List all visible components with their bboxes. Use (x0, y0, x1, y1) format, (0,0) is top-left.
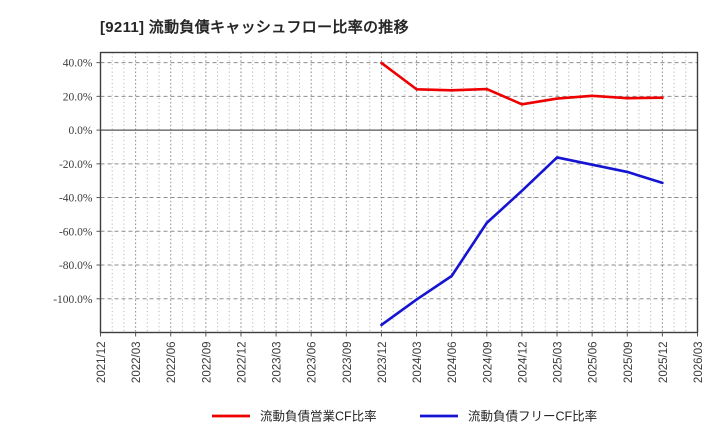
series-line-2 (380, 156, 664, 327)
y-axis-tick-label: 0.0% (69, 125, 93, 137)
data-series-lines (380, 61, 664, 327)
x-axis-tick-label: 2023/12 (377, 342, 389, 384)
y-axis-tick-marks (96, 62, 101, 300)
plot-frame (99, 51, 699, 334)
x-axis-tick-label: 2024/09 (482, 342, 494, 384)
y-axis-tick-label: -100.0% (53, 294, 93, 306)
x-axis-tick-label: 2023/03 (272, 342, 284, 384)
series-line-1 (380, 61, 664, 106)
y-axis-tick-labels: 40.0% 20.0% 0.0% -20.0% -40.0% -60.0% -80.0% -1… (53, 58, 93, 306)
y-axis-tick-label: 20.0% (63, 91, 93, 103)
x-axis-tick-label: 2025/03 (553, 342, 565, 384)
x-axis-tick-label: 2024/12 (517, 342, 529, 384)
x-axis-tick-labels: 2021/12 2022/03 2022/06 2022/09 2022/12 2023/… (96, 342, 705, 384)
x-axis-tick-label: 2026/03 (693, 342, 705, 384)
x-axis-tick-marks (100, 332, 698, 337)
x-axis-tick-label: 2022/06 (166, 342, 178, 384)
minor-gridlines (111, 52, 687, 333)
legend-label-1[interactable]: 流動負債営業CF比率 (260, 408, 377, 423)
x-axis-tick-label: 2025/06 (588, 342, 600, 384)
chart-title: [9211] 流動負債キャッシュフロー比率の推移 (100, 19, 409, 36)
legend-label-2[interactable]: 流動負債フリーCF比率 (468, 408, 597, 423)
x-axis-tick-label: 2021/12 (96, 342, 108, 384)
y-axis-tick-label: -80.0% (59, 260, 93, 272)
y-axis-tick-label: -20.0% (59, 159, 93, 171)
x-axis-tick-label: 2024/03 (412, 342, 424, 384)
y-axis-tick-label: -60.0% (59, 226, 93, 238)
x-axis-tick-label: 2024/06 (447, 342, 459, 384)
y-axis-tick-label: -40.0% (59, 193, 93, 205)
major-gridlines (100, 52, 698, 333)
x-axis-tick-label: 2022/12 (236, 342, 248, 384)
x-axis-tick-label: 2023/09 (342, 342, 354, 384)
x-axis-tick-label: 2022/03 (131, 342, 143, 384)
x-axis-tick-label: 2025/12 (658, 342, 670, 384)
y-axis-tick-label: 40.0% (63, 58, 93, 70)
x-axis-tick-label: 2025/09 (623, 342, 635, 384)
chart-legend: 流動負債営業CF比率 流動負債フリーCF比率 (212, 408, 597, 423)
x-axis-tick-label: 2023/06 (307, 342, 319, 384)
x-axis-tick-label: 2022/09 (201, 342, 213, 384)
